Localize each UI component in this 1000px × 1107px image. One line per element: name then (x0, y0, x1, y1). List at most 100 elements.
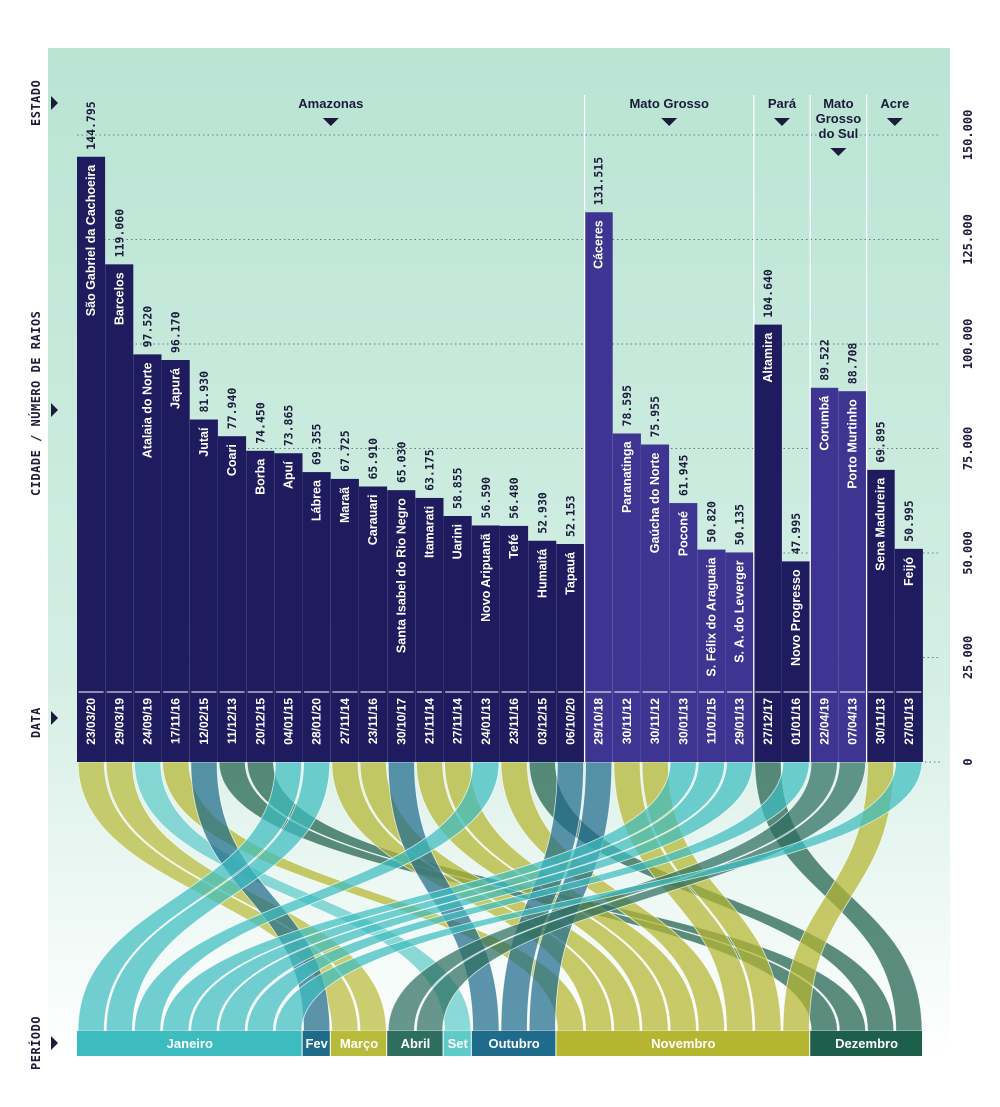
value-label: 104.640 (761, 269, 775, 318)
axis-labels: ESTADO CIDADE / NÚMERO DE RAIOS DATA PER… (28, 80, 58, 1070)
ribbon (105, 761, 387, 1032)
date-label: 11/01/15 (704, 698, 718, 744)
city-label: S. A. do Leverger (733, 560, 747, 662)
bar (725, 552, 754, 762)
city-label: Tapauá (563, 552, 577, 595)
period-segment (556, 1031, 810, 1056)
date-label: 28/01/20 (310, 698, 324, 745)
y-tick-label: 75.000 (961, 427, 975, 470)
value-label: 65.910 (366, 438, 380, 480)
period-segment (77, 1031, 302, 1056)
period-segment (302, 1031, 330, 1056)
bar (584, 212, 613, 762)
bar (641, 444, 670, 762)
periodo-arrow-icon (51, 1036, 58, 1050)
value-label: 77.940 (225, 388, 239, 430)
bar (810, 387, 839, 762)
data-arrow-icon (51, 711, 58, 725)
y-tick-label: 50.000 (961, 531, 975, 574)
date-label: 24/09/19 (140, 698, 154, 745)
city-label: Tefé (507, 534, 521, 559)
value-label: 131.515 (592, 157, 606, 206)
period-bar: Janeiro Fev Março Abril Set Outubro Novembro De… (77, 1031, 922, 1056)
value-label: 69.355 (310, 423, 324, 465)
state-arrow-icon (886, 118, 903, 126)
value-label: 50.820 (704, 501, 718, 543)
state-label: do Sul (819, 126, 859, 141)
bar (753, 324, 782, 762)
y-tick-label: 125.000 (961, 214, 975, 265)
value-label: 119.060 (112, 209, 126, 258)
bar (471, 525, 500, 762)
date-label: 24/01/13 (479, 698, 493, 745)
date-label: 27/11/14 (451, 698, 465, 744)
period-label: Novembro (651, 1036, 715, 1051)
bar (330, 478, 359, 762)
bar (612, 433, 641, 762)
value-label: 96.170 (169, 311, 183, 353)
date-label: 17/11/16 (169, 698, 183, 744)
city-label: Humaitá (535, 549, 549, 598)
state-label: Mato (823, 96, 853, 111)
date-label: 23/03/20 (84, 698, 98, 745)
city-label: S. Félix do Araguaia (704, 557, 718, 677)
ribbons (77, 761, 923, 1032)
date-label: 30/01/13 (676, 698, 690, 745)
date-label: 04/01/15 (281, 698, 295, 745)
cidade-arrow-icon (51, 403, 58, 417)
value-label: 67.725 (338, 430, 352, 472)
value-label: 81.930 (197, 371, 211, 413)
cidade-label: CIDADE / NÚMERO DE RAIOS (28, 311, 43, 496)
period-label: Set (448, 1036, 469, 1051)
state-arrow-icon (830, 148, 847, 156)
date-label: 07/04/13 (845, 698, 859, 745)
period-label: Fev (305, 1036, 328, 1051)
y-axis: 0 25.000 50.000 75.000 100.000 125.000 150.000 (961, 110, 975, 766)
value-label: 50.995 (902, 500, 916, 542)
value-label: 61.945 (676, 454, 690, 496)
value-label: 58.855 (451, 467, 465, 509)
y-tick-label: 150.000 (961, 110, 975, 161)
bar (189, 419, 218, 762)
period-segment (387, 1031, 443, 1056)
bar (866, 469, 895, 762)
date-label: 29/10/18 (592, 698, 606, 745)
city-label: Lábrea (310, 479, 324, 521)
value-label: 88.708 (845, 343, 859, 385)
city-label: São Gabriel da Cachoeira (84, 164, 98, 316)
bar (274, 453, 303, 762)
bar (133, 354, 162, 762)
bar (246, 450, 275, 762)
state-label: Grosso (816, 111, 862, 126)
date-label: 30/11/12 (648, 698, 662, 744)
state-label: Mato Grosso (629, 96, 709, 111)
city-label: Itamarati (422, 506, 436, 558)
value-label: 75.955 (648, 396, 662, 438)
bar (161, 360, 190, 762)
city-label: Porto Murtinho (845, 399, 859, 489)
bar (359, 486, 388, 762)
city-label: Barcelos (112, 272, 126, 325)
date-label: 12/02/15 (197, 698, 211, 745)
value-label: 56.590 (479, 477, 493, 519)
state-label: Pará (768, 96, 797, 111)
date-label: 06/10/20 (563, 698, 577, 745)
date-label: 29/03/19 (112, 698, 126, 745)
y-tick-label: 100.000 (961, 319, 975, 370)
bars: São Gabriel da Cachoeira 23/03/20 144.795 B… (77, 101, 923, 762)
value-label: 63.175 (422, 449, 436, 491)
city-label: Paranatinga (620, 440, 634, 513)
estado-label: ESTADO (29, 80, 43, 126)
city-label: Uarini (451, 524, 465, 559)
bar (500, 525, 529, 762)
city-label: Santa Isabel do Rio Negro (394, 498, 408, 653)
city-label: Carauari (366, 494, 380, 545)
date-label: 30/11/12 (620, 698, 634, 744)
value-label: 97.520 (140, 306, 154, 348)
value-label: 144.795 (84, 101, 98, 150)
bar (415, 497, 444, 762)
period-segment (330, 1031, 387, 1056)
date-label: 27/11/14 (338, 698, 352, 744)
y-tick-label: 0 (961, 758, 975, 765)
value-label: 73.865 (281, 405, 295, 447)
